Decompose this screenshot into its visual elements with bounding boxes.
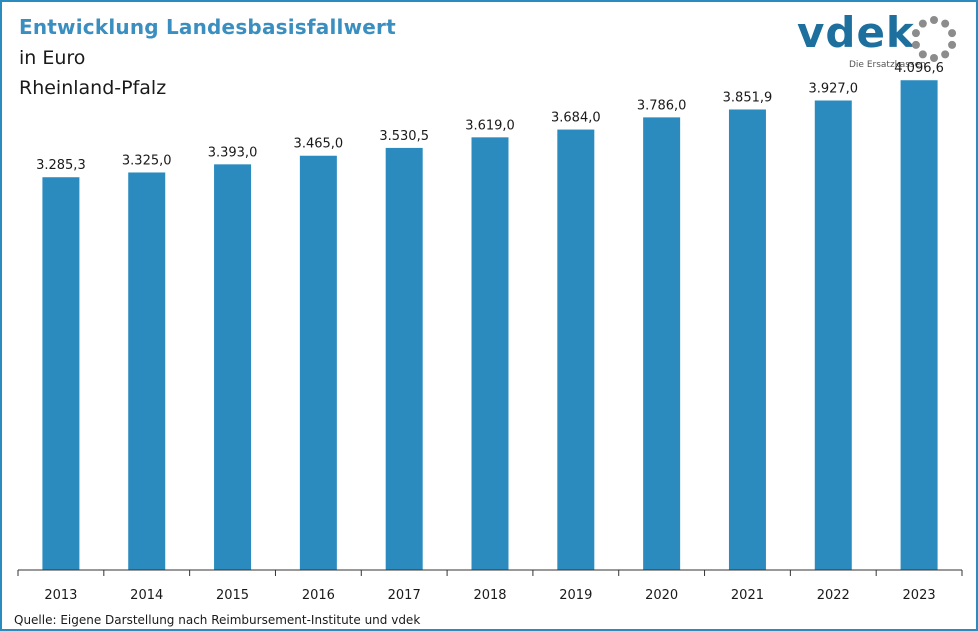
- bar-2023: [900, 80, 938, 571]
- bar-2019: [557, 129, 595, 570]
- logo-ring-dot: [911, 29, 920, 38]
- chart-title: Entwicklung Landesbasisfallwert: [19, 15, 396, 39]
- logo-tagline: Die Ersatzkassen: [849, 60, 926, 70]
- logo-ring-dot: [948, 29, 957, 38]
- logo-ring-dot: [930, 54, 938, 62]
- x-tick-label-2013: 2013: [44, 588, 77, 603]
- bar-2020: [643, 117, 681, 570]
- data-label-2016: 3.465,0: [294, 137, 344, 152]
- bar-chart: 3.285,3 3.325,0 3.393,0 3.465,0 3.530,5 3.619…: [17, 61, 963, 603]
- logo-wordmark: vdek: [797, 8, 915, 57]
- source-note: Quelle: Eigene Darstellung nach Reimburs…: [14, 613, 421, 627]
- x-tick-label-2017: 2017: [388, 588, 421, 603]
- data-label-2021: 3.851,9: [723, 90, 773, 105]
- logo-ring-dot: [941, 19, 950, 28]
- logo-ring-dot: [948, 40, 957, 49]
- x-tick-label-2022: 2022: [817, 588, 850, 603]
- logo-ring-dot: [930, 16, 938, 24]
- bar-2017: [385, 147, 423, 570]
- bar-2018: [471, 137, 509, 571]
- logo-ring-dot: [911, 40, 920, 49]
- logo-ring-dot: [918, 19, 927, 28]
- data-label-2014: 3.325,0: [122, 153, 172, 168]
- data-label-2015: 3.393,0: [208, 145, 258, 160]
- x-tick-label-2018: 2018: [473, 588, 506, 603]
- bar-2015: [214, 164, 252, 570]
- logo-ring-dot: [941, 50, 950, 59]
- x-tick-label-2015: 2015: [216, 588, 249, 603]
- dotted-circle-icon: [911, 16, 957, 62]
- x-tick-label-2014: 2014: [130, 588, 163, 603]
- bar-2022: [814, 100, 852, 570]
- vdek-logo: vdek Die Ersatzkassen: [797, 8, 962, 74]
- x-tick-label-2023: 2023: [903, 588, 936, 603]
- bar-2016: [299, 155, 337, 571]
- x-tick-label-2019: 2019: [559, 588, 592, 603]
- chart-subtitle-unit: in Euro: [19, 47, 86, 69]
- logo-ring-dot: [918, 50, 927, 59]
- bar-2014: [128, 172, 166, 570]
- data-label-2020: 3.786,0: [637, 98, 687, 113]
- data-label-2017: 3.530,5: [379, 129, 429, 144]
- x-tick-label-2021: 2021: [731, 588, 764, 603]
- x-tick-label-2016: 2016: [302, 588, 335, 603]
- data-label-2018: 3.619,0: [465, 118, 515, 133]
- data-label-2013: 3.285,3: [36, 158, 86, 173]
- data-label-2019: 3.684,0: [551, 111, 601, 126]
- chart-subtitle-region: Rheinland-Pfalz: [19, 77, 167, 99]
- bar-2013: [42, 177, 80, 571]
- x-tick-label-2020: 2020: [645, 588, 678, 603]
- data-label-2022: 3.927,0: [808, 82, 858, 97]
- bar-2021: [728, 109, 766, 571]
- data-label-2023: 4.096,6: [894, 61, 944, 76]
